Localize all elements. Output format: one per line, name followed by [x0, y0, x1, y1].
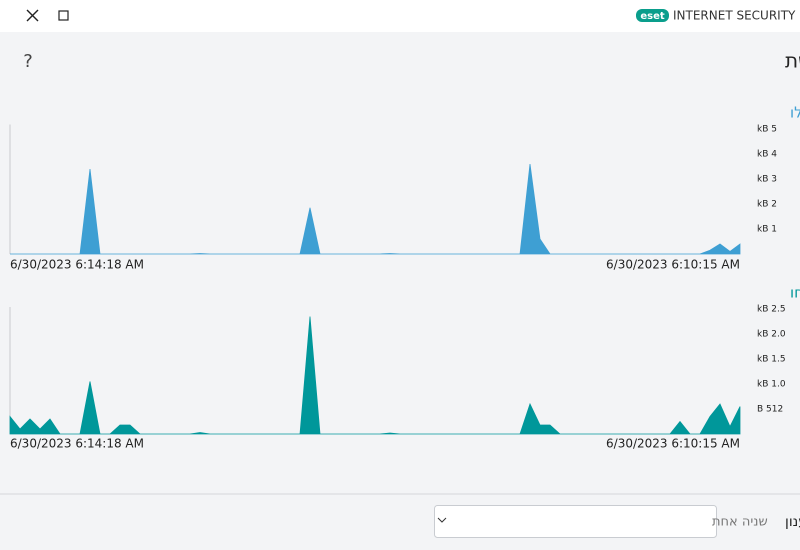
logo-badge: [636, 9, 669, 22]
chart-title: כמות נתונים שהתקבלו: [790, 104, 800, 122]
chart-title: כמות נתונים שנשלחו: [790, 284, 800, 302]
y-tick-label: kB 4: [757, 150, 777, 160]
x-tick-label: 6/30/2023 6:10:15 AM: [606, 258, 740, 272]
y-tick-label: kB 1.5: [757, 355, 786, 365]
refresh-label: קצב רענון: [785, 514, 800, 530]
y-tick-label: kB 2.5: [757, 305, 786, 315]
select-arrow: [437, 517, 447, 523]
product-name: INTERNET SECURITY: [673, 9, 796, 23]
close-button[interactable]: [26, 9, 39, 22]
maximize-button[interactable]: [58, 10, 69, 21]
y-tick-label: kB 1: [757, 225, 777, 235]
refresh-select[interactable]: [434, 505, 717, 538]
x-tick-label: 6/30/2023 6:14:18 AM: [10, 258, 144, 272]
y-tick-label: kB 5: [757, 125, 777, 135]
help-button[interactable]: ?: [23, 51, 33, 72]
y-tick-label: kB 1.0: [757, 380, 786, 390]
data-area: [10, 163, 741, 255]
data-area: [9, 316, 741, 435]
x-tick-label: 6/30/2023 6:14:18 AM: [10, 437, 144, 451]
select-value: שניה אחת: [712, 515, 768, 530]
page-title: פעילות רשת: [785, 49, 800, 73]
logo: eset: [640, 11, 665, 22]
y-tick-label: B 512: [757, 405, 783, 415]
y-tick-label: kB 3: [757, 175, 777, 185]
y-tick-label: kB 2.0: [757, 330, 786, 340]
x-tick-label: 6/30/2023 6:10:15 AM: [606, 437, 740, 451]
y-tick-label: kB 2: [757, 200, 777, 210]
charts: כמות נתונים שהתקבלו kB 1 kB 2 kB 3 kB 4 kB 5 6…: [9, 104, 800, 451]
